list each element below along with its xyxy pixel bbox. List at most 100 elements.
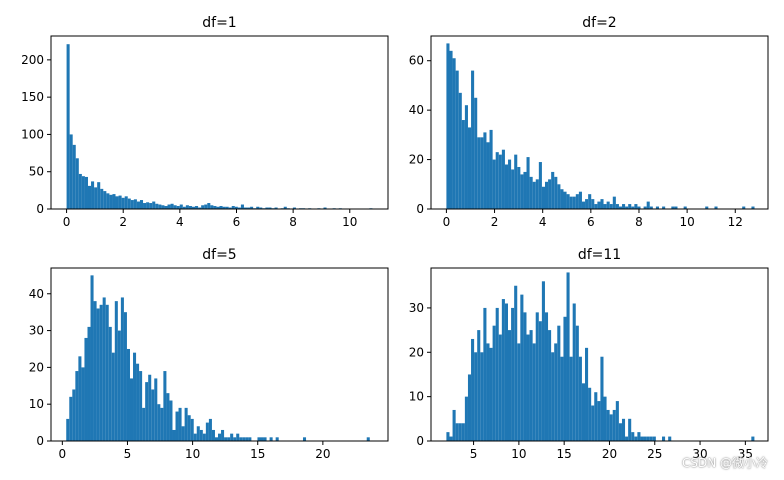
histogram-bar (181, 426, 185, 441)
histogram-bar (541, 186, 545, 209)
histogram-bar (87, 326, 91, 441)
histogram-bar (225, 206, 229, 209)
histogram-bar (175, 411, 179, 441)
y-tick-label: 50 (29, 165, 44, 179)
histogram-bar (474, 97, 478, 209)
histogram-bar (185, 205, 189, 209)
histogram-bar (96, 308, 100, 441)
subplot-2: 0 2 4 6 8 10 12 0 20 40 60 df=2 (409, 15, 769, 229)
histogram-bar (163, 371, 167, 441)
histogram-bar (464, 396, 468, 441)
histogram-bar (213, 206, 217, 209)
histogram-bar (199, 429, 203, 441)
histogram-bar (508, 330, 512, 441)
histogram-bar (250, 206, 254, 209)
histogram-bar (157, 404, 161, 441)
histogram-bar (123, 312, 127, 441)
histogram-bar (205, 422, 209, 441)
histogram-bars (446, 43, 755, 209)
histogram-bar (234, 206, 238, 209)
histogram-bar (631, 206, 635, 209)
histogram-bar (118, 195, 122, 209)
histogram-bar (149, 203, 153, 209)
histogram-bar (243, 207, 248, 209)
histogram-bar (111, 352, 115, 441)
histogram-bar (449, 436, 453, 441)
histogram-bar (176, 206, 180, 209)
histogram-bar (597, 401, 601, 441)
histogram-bar (274, 207, 278, 209)
histogram-bar (182, 206, 186, 209)
histogram-bar (612, 409, 616, 441)
histogram-bar (495, 152, 499, 209)
histogram-bar (480, 137, 484, 209)
subplot-title: df=5 (202, 247, 236, 263)
histogram-bar (483, 132, 487, 209)
histogram-bar (548, 330, 552, 441)
histogram-bars (66, 44, 373, 210)
histogram-bar (78, 356, 82, 441)
histogram-bar (566, 272, 570, 441)
histogram-bar (170, 203, 174, 209)
histogram-bars (446, 272, 755, 441)
x-tick-label: 0 (443, 215, 451, 229)
histogram-bar (136, 363, 140, 441)
histogram-bar (563, 191, 567, 209)
y-tick-label: 20 (409, 345, 424, 359)
histogram-bar (572, 303, 576, 441)
histogram-bar (545, 181, 549, 209)
histogram-bar (646, 436, 650, 441)
histogram-bar (495, 307, 499, 441)
histogram-bar (529, 176, 533, 209)
histogram-bar (166, 393, 170, 441)
histogram-bar (520, 174, 524, 209)
histogram-bar (581, 201, 586, 209)
histogram-bar (640, 436, 644, 441)
histogram-bar (204, 204, 208, 209)
histogram-bar (588, 194, 592, 209)
histogram-bar (504, 303, 508, 441)
histogram-bar (263, 437, 267, 441)
y-tick-label: 20 (409, 153, 424, 167)
histogram-bar (87, 185, 92, 209)
histogram-bar (548, 179, 552, 209)
histogram-bar (142, 407, 146, 441)
x-tick-label: 0 (63, 215, 71, 229)
histogram-bar (591, 199, 595, 209)
histogram-bar (523, 312, 527, 441)
histogram-bar (195, 206, 199, 209)
x-tick-label: 10 (679, 215, 694, 229)
histogram-bar (615, 204, 619, 209)
histogram-bar (154, 378, 158, 441)
y-tick-label: 200 (21, 53, 44, 67)
histogram-bar (242, 437, 246, 441)
histogram-bar (578, 191, 582, 209)
histogram-bar (452, 409, 456, 441)
histogram-bar (628, 418, 632, 441)
histogram-bar (69, 134, 73, 209)
histogram-bar (133, 199, 137, 209)
histogram-bar (544, 312, 549, 441)
histogram-bar (671, 206, 675, 209)
histogram-bar (245, 437, 249, 441)
histogram-bar (560, 189, 564, 209)
x-tick-label: 4 (176, 215, 184, 229)
histogram-bar (511, 169, 515, 209)
histogram-bar (674, 206, 678, 209)
histogram-bar (575, 325, 579, 441)
histogram-bar (517, 166, 521, 209)
histogram-bar (446, 43, 450, 209)
histogram-bar (218, 433, 222, 441)
y-tick-label: 0 (416, 202, 424, 216)
histogram-bar (265, 207, 269, 209)
histogram-bar (467, 374, 472, 441)
histogram-bar (248, 437, 252, 441)
histogram-bar (742, 206, 746, 209)
x-tick-label: 5 (470, 447, 478, 461)
histogram-bar (622, 204, 626, 209)
histogram-bar (446, 432, 450, 441)
histogram-bar (130, 200, 134, 209)
histogram-bar (75, 158, 79, 209)
histogram-bar (655, 206, 659, 209)
histogram-bar (143, 203, 147, 209)
